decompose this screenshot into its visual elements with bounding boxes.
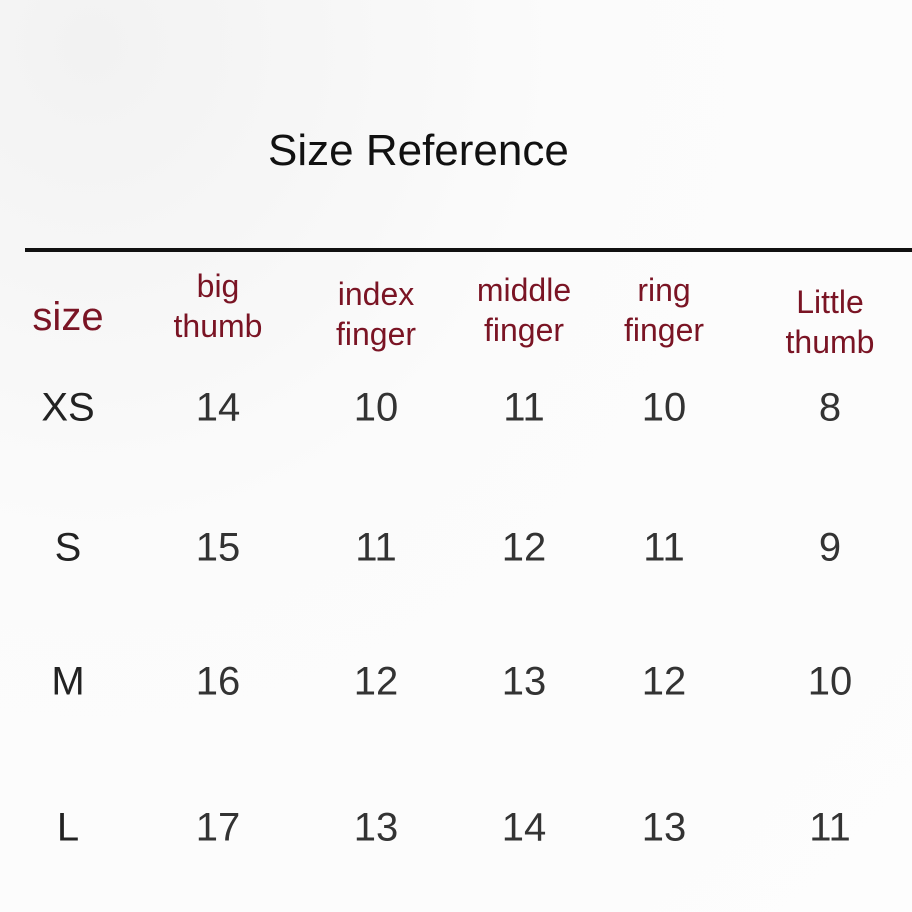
table-cell: 11 [643, 525, 685, 570]
row-size-label: S [54, 525, 82, 570]
table-cell: 13 [501, 659, 547, 704]
column-header: ring finger [624, 270, 704, 350]
table-cell: 15 [195, 525, 241, 570]
column-header: size [32, 297, 103, 337]
column-header-line: middle [476, 272, 572, 308]
column-header-line: thumb [173, 308, 263, 344]
column-header: Little thumb [786, 282, 875, 362]
table-cell: 17 [195, 805, 241, 850]
column-header-line: big [196, 268, 240, 304]
page-title: Size Reference [268, 126, 569, 175]
header-divider [25, 248, 912, 252]
column-header-line: index [337, 276, 415, 312]
row-size-label: L [56, 805, 80, 850]
column-header-line: size [32, 295, 104, 339]
table-cell: 11 [503, 385, 545, 430]
row-size-label: XS [41, 385, 95, 430]
column-header-line: finger [483, 312, 565, 348]
column-header-line: finger [335, 316, 417, 352]
table-cell: 12 [501, 525, 547, 570]
table-cell: 10 [353, 385, 399, 430]
table-cell: 12 [353, 659, 399, 704]
table-cell: 10 [807, 659, 853, 704]
table-cell: 10 [641, 385, 687, 430]
column-header: middle finger [477, 270, 571, 350]
column-header: index finger [336, 274, 416, 354]
table-cell: 9 [818, 525, 842, 570]
table-cell: 13 [641, 805, 687, 850]
column-header-line: ring [637, 272, 691, 308]
table-cell: 14 [195, 385, 241, 430]
table-cell: 12 [641, 659, 687, 704]
table-cell: 13 [353, 805, 399, 850]
table-cell: 11 [809, 805, 851, 850]
column-header-line: Little [796, 284, 864, 320]
column-header: big thumb [174, 266, 263, 346]
column-header-line: finger [623, 312, 705, 348]
table-cell: 11 [355, 525, 397, 570]
table-cell: 8 [818, 385, 842, 430]
column-header-line: thumb [785, 324, 875, 360]
table-cell: 14 [501, 805, 547, 850]
table-cell: 16 [195, 659, 241, 704]
row-size-label: M [51, 659, 85, 704]
